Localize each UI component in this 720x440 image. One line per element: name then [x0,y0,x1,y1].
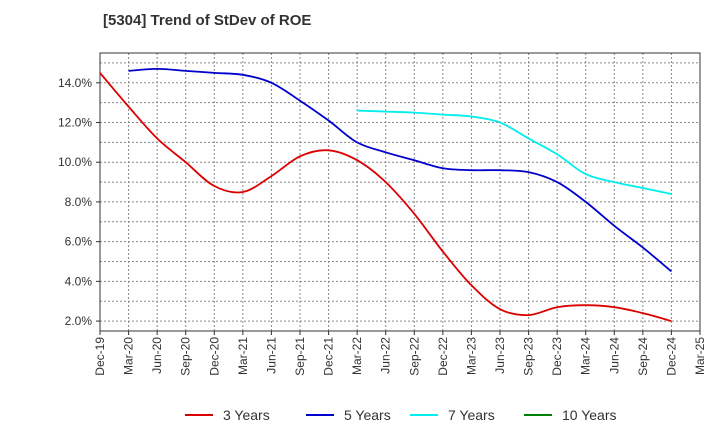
y-tick-label: 4.0% [65,274,93,288]
x-tick-label: Dec-20 [207,337,221,376]
x-tick-label: Sep-24 [636,337,650,376]
legend: 3 Years 5 Years 7 Years 10 Years [185,407,617,423]
x-tick-label: Sep-23 [522,337,536,376]
x-tick-label: Dec-19 [93,337,107,376]
y-tick-label: 2.0% [65,314,93,328]
x-tick-label: Dec-22 [436,337,450,376]
legend-label: 3 Years [223,407,270,423]
x-tick-label: Jun-24 [607,337,621,374]
x-tick-label: Jun-22 [379,337,393,374]
x-tick-label: Dec-23 [550,337,564,376]
x-tick-label: Jun-21 [264,337,278,374]
x-tick-label: Mar-20 [122,337,136,375]
x-tick-label: Jun-20 [150,337,164,374]
x-axis: Dec-19 Mar-20 Jun-20 Sep-20 Dec-20 Mar-21 Jun-… [93,331,707,376]
x-tick-label: Sep-20 [179,337,193,376]
x-tick-label: Sep-21 [293,337,307,376]
x-tick-label: Sep-22 [407,337,421,376]
x-tick-label: Mar-23 [464,337,478,375]
legend-label: 5 Years [344,407,391,423]
series-line-5-years [128,67,672,273]
legend-label: 7 Years [448,407,495,423]
plot-area [99,52,701,332]
series-line-3-years [99,72,672,322]
y-tick-label: 8.0% [65,195,93,209]
x-tick-label: Mar-25 [693,337,707,375]
x-tick-label: Mar-21 [236,337,250,375]
y-axis: 2.0% 4.0% 6.0% 8.0% 10.0% 12.0% 14.0% [58,76,100,328]
y-tick-label: 14.0% [58,76,92,90]
series-line-7-years [357,109,672,195]
y-tick-label: 10.0% [58,155,92,169]
grid [100,53,700,331]
x-tick-label: Jun-23 [493,337,507,374]
y-tick-label: 6.0% [65,235,93,249]
y-tick-label: 12.0% [58,116,92,130]
x-tick-label: Mar-22 [350,337,364,375]
x-tick-label: Dec-21 [322,337,336,376]
x-tick-label: Dec-24 [664,337,678,376]
x-tick-label: Mar-24 [579,337,593,375]
chart-title: [5304] Trend of StDev of ROE [103,12,312,29]
series-lines [99,67,672,322]
legend-label: 10 Years [562,407,617,423]
